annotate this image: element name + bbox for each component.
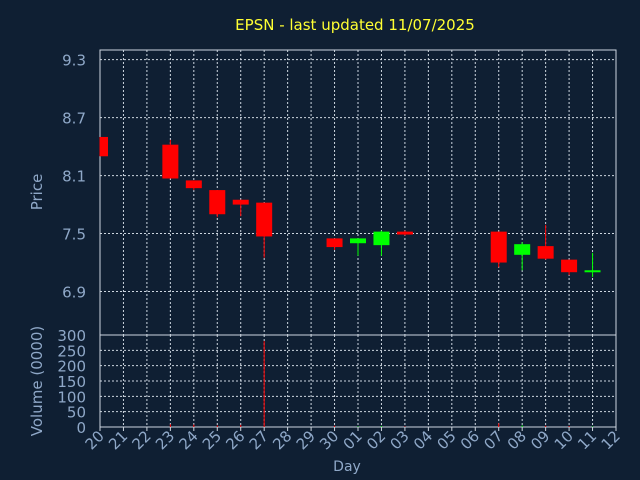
candle-body — [373, 231, 390, 246]
candle-body — [537, 246, 554, 259]
x-tick-label: 29 — [293, 427, 319, 453]
x-tick-label: 24 — [175, 427, 201, 453]
chart-title: EPSN - last updated 11/07/2025 — [235, 16, 475, 34]
candle-body — [561, 259, 578, 273]
price-axis-label: Price — [28, 174, 46, 211]
price-tick-label: 9.3 — [62, 52, 86, 70]
candle-body — [584, 270, 601, 273]
volume-tick-label: 0 — [76, 419, 86, 437]
x-tick-label: 07 — [480, 427, 506, 453]
candle-body — [350, 238, 366, 244]
candle-body — [396, 231, 413, 235]
price-tick-label: 6.9 — [62, 284, 86, 302]
x-tick-label: 06 — [457, 427, 483, 453]
x-tick-label: 08 — [504, 427, 530, 453]
volume-tick-label: 250 — [57, 342, 86, 360]
x-tick-label: 26 — [222, 427, 248, 453]
x-tick-label: 02 — [363, 427, 389, 453]
x-tick-label: 23 — [152, 427, 178, 453]
candle-body — [100, 136, 108, 157]
price-tick-label: 8.7 — [62, 110, 86, 128]
candle-body — [185, 180, 202, 189]
x-tick-label: 30 — [316, 427, 342, 453]
price-tick-label: 7.5 — [62, 226, 86, 244]
x-tick-label: 04 — [410, 427, 436, 453]
candle-body — [256, 202, 273, 237]
candle-body — [490, 231, 507, 263]
volume-tick-label: 200 — [57, 358, 86, 376]
price-panel: 9.3 8.7 8.1 7.5 6.9 — [62, 49, 617, 336]
volume-tick-label: 150 — [57, 373, 86, 391]
x-tick-label: 21 — [105, 427, 131, 453]
x-tick-label: 03 — [387, 427, 413, 453]
volume-tick-label: 100 — [57, 388, 86, 406]
x-axis-label: Day — [333, 459, 361, 475]
price-tick-label: 8.1 — [62, 168, 86, 186]
x-tick-label: 22 — [129, 427, 155, 453]
x-tick-label: 10 — [551, 427, 577, 453]
x-tick-label: 01 — [340, 427, 366, 453]
x-tick-label: 05 — [433, 427, 459, 453]
x-tick-label: 11 — [574, 427, 600, 453]
price-panel-frame — [99, 49, 617, 336]
volume-axis-label: Volume (0000) — [28, 326, 46, 436]
volume-tick-label: 50 — [67, 404, 86, 422]
candle-body — [326, 238, 343, 248]
candle-body — [209, 190, 226, 215]
candle-body — [514, 244, 531, 255]
x-tick-label: 25 — [199, 427, 225, 453]
candle-body — [162, 144, 179, 179]
candle-body — [232, 199, 249, 205]
x-tick-label: 28 — [269, 427, 295, 453]
volume-tick-label: 300 — [57, 327, 86, 345]
x-tick-label: 27 — [246, 427, 272, 453]
x-tick-label: 09 — [527, 427, 553, 453]
x-tick-label: 12 — [598, 427, 624, 453]
x-axis-ticks: 2021222324252627282930010203040506070809… — [82, 427, 624, 453]
